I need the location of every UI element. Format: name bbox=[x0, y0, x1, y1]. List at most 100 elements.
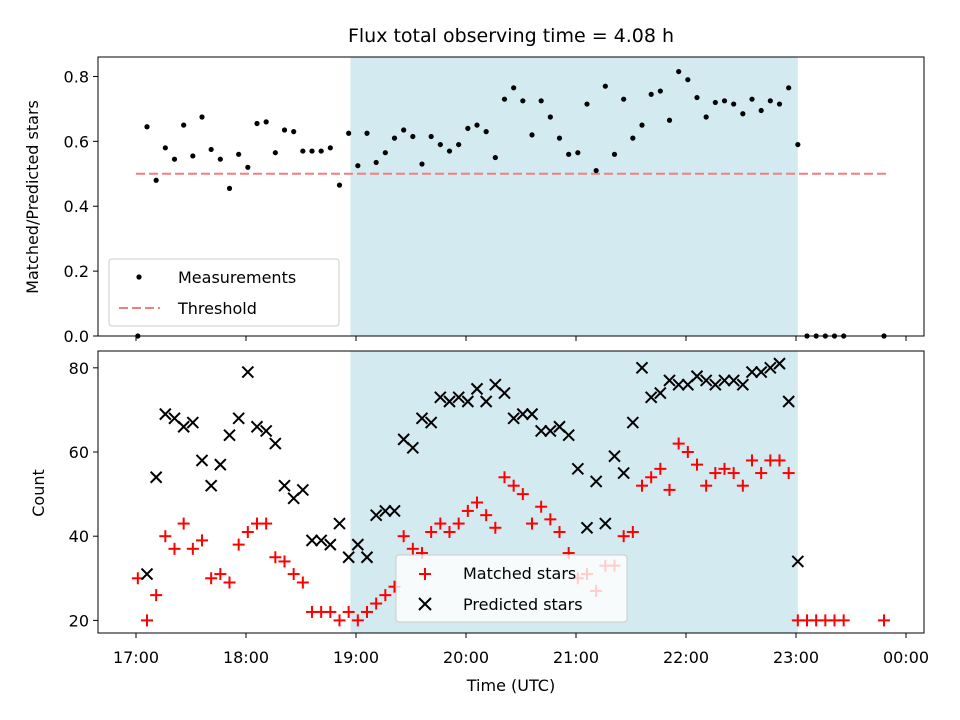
matched-star-point bbox=[636, 479, 648, 492]
matched-star-point bbox=[755, 467, 768, 480]
matched-star-point bbox=[223, 576, 236, 589]
matched-star-point bbox=[342, 605, 355, 618]
measurement-point bbox=[465, 125, 471, 131]
measurement-point bbox=[162, 145, 168, 151]
matched-star-point bbox=[663, 483, 676, 496]
matched-star-point bbox=[709, 467, 722, 480]
bottom-panel: 20 40 60 80 17:00 18:00 19:00 20:00 21:00 22:00 2… bbox=[29, 350, 929, 695]
measurement-point bbox=[694, 94, 700, 101]
matched-star-point bbox=[773, 454, 786, 467]
predicted-star-point bbox=[177, 420, 190, 433]
x-axis-label: Time (UTC) bbox=[466, 676, 555, 695]
measurement-point bbox=[373, 159, 379, 166]
measurement-point bbox=[217, 156, 223, 162]
matched-star-point bbox=[324, 605, 337, 618]
predicted-star-point bbox=[718, 374, 731, 387]
top-y-tick-label: 0.4 bbox=[64, 197, 89, 216]
measurement-point bbox=[291, 129, 297, 135]
matched-star-point bbox=[269, 551, 282, 564]
matched-star-point bbox=[878, 614, 890, 627]
matched-star-point bbox=[681, 446, 694, 459]
measurement-point bbox=[731, 101, 737, 107]
measurement-point bbox=[300, 148, 306, 154]
measurement-point bbox=[226, 185, 233, 191]
measurement-point bbox=[740, 111, 746, 117]
predicted-star-point bbox=[516, 407, 530, 421]
matched-star-point bbox=[507, 479, 520, 492]
top-y-tick-label: 0.8 bbox=[64, 67, 89, 86]
measurement-point bbox=[346, 130, 352, 136]
matched-star-point bbox=[526, 517, 538, 530]
matched-star-point bbox=[278, 555, 291, 568]
predicted-star-point bbox=[434, 391, 447, 404]
top-legend-box bbox=[108, 258, 340, 327]
matched-star-point bbox=[241, 525, 254, 538]
bottom-y-tick-label: 80 bbox=[69, 359, 89, 378]
top-y-tick-label: 0.2 bbox=[64, 262, 89, 281]
predicted-star-point bbox=[470, 382, 484, 396]
matched-star-point bbox=[287, 568, 300, 581]
measurement-point bbox=[245, 164, 251, 170]
chart-title: Flux total observing time = 4.08 h bbox=[348, 25, 674, 47]
predicted-star-point bbox=[589, 475, 603, 488]
legend-measurements-label: Measurements bbox=[178, 268, 296, 287]
legend-matched-marker bbox=[419, 568, 431, 580]
measurement-point bbox=[501, 96, 508, 102]
measurement-point bbox=[657, 88, 663, 94]
bottom-y-tick-label: 20 bbox=[69, 611, 89, 630]
measurement-point bbox=[685, 77, 691, 83]
matched-star-point bbox=[746, 454, 758, 467]
measurement-point bbox=[355, 163, 361, 169]
predicted-star-point bbox=[443, 395, 456, 408]
matched-star-point bbox=[141, 614, 153, 627]
matched-star-point bbox=[214, 568, 227, 581]
measurement-point bbox=[419, 161, 425, 167]
measurement-point bbox=[721, 98, 728, 104]
predicted-star-point bbox=[259, 424, 273, 438]
predicted-star-point bbox=[562, 428, 575, 442]
measurement-point bbox=[758, 107, 764, 114]
predicted-star-point bbox=[635, 361, 649, 375]
measurement-point bbox=[318, 148, 324, 154]
top-x-ticks bbox=[135, 336, 907, 341]
measurement-point bbox=[474, 122, 480, 128]
predicted-star-point bbox=[333, 517, 346, 530]
measurement-point bbox=[492, 154, 498, 161]
matched-star-point bbox=[645, 471, 658, 484]
predicted-star-point bbox=[754, 365, 768, 379]
matched-star-point bbox=[351, 614, 364, 627]
matched-star-point bbox=[535, 500, 548, 513]
x-tick-label: 22:00 bbox=[663, 648, 709, 667]
measurement-point bbox=[511, 85, 517, 91]
predicted-star-point bbox=[599, 517, 612, 530]
measurement-point bbox=[712, 99, 718, 106]
predicted-star-point bbox=[415, 412, 429, 425]
measurement-point bbox=[272, 150, 278, 156]
measurement-point bbox=[171, 156, 178, 162]
predicted-star-point bbox=[186, 416, 200, 429]
measurement-point bbox=[584, 101, 590, 107]
matched-star-point bbox=[361, 605, 373, 618]
predicted-star-point bbox=[232, 412, 245, 425]
x-tick-label: 23:00 bbox=[773, 648, 819, 667]
predicted-star-point bbox=[617, 466, 630, 480]
matched-star-point bbox=[379, 589, 392, 602]
predicted-star-point bbox=[214, 458, 227, 471]
predicted-star-point bbox=[663, 374, 676, 387]
matched-star-point bbox=[672, 437, 685, 450]
top-axes-frame bbox=[97, 56, 925, 337]
measurement-point bbox=[556, 135, 563, 141]
measurement-point bbox=[483, 129, 489, 135]
matched-star-point bbox=[617, 530, 630, 543]
legend-predicted-label: Predicted stars bbox=[463, 595, 583, 614]
measurement-point bbox=[593, 167, 599, 174]
predicted-star-point bbox=[149, 471, 163, 484]
measurement-point bbox=[364, 130, 370, 136]
top-y-axis-label: Matched/Predicted stars bbox=[23, 100, 42, 294]
matched-star-point bbox=[718, 462, 731, 475]
matched-star-point bbox=[168, 542, 181, 555]
predicted-star-point bbox=[791, 555, 805, 568]
predicted-star-point bbox=[644, 391, 658, 404]
predicted-star-point bbox=[452, 391, 465, 404]
predicted-star-point bbox=[773, 357, 786, 370]
